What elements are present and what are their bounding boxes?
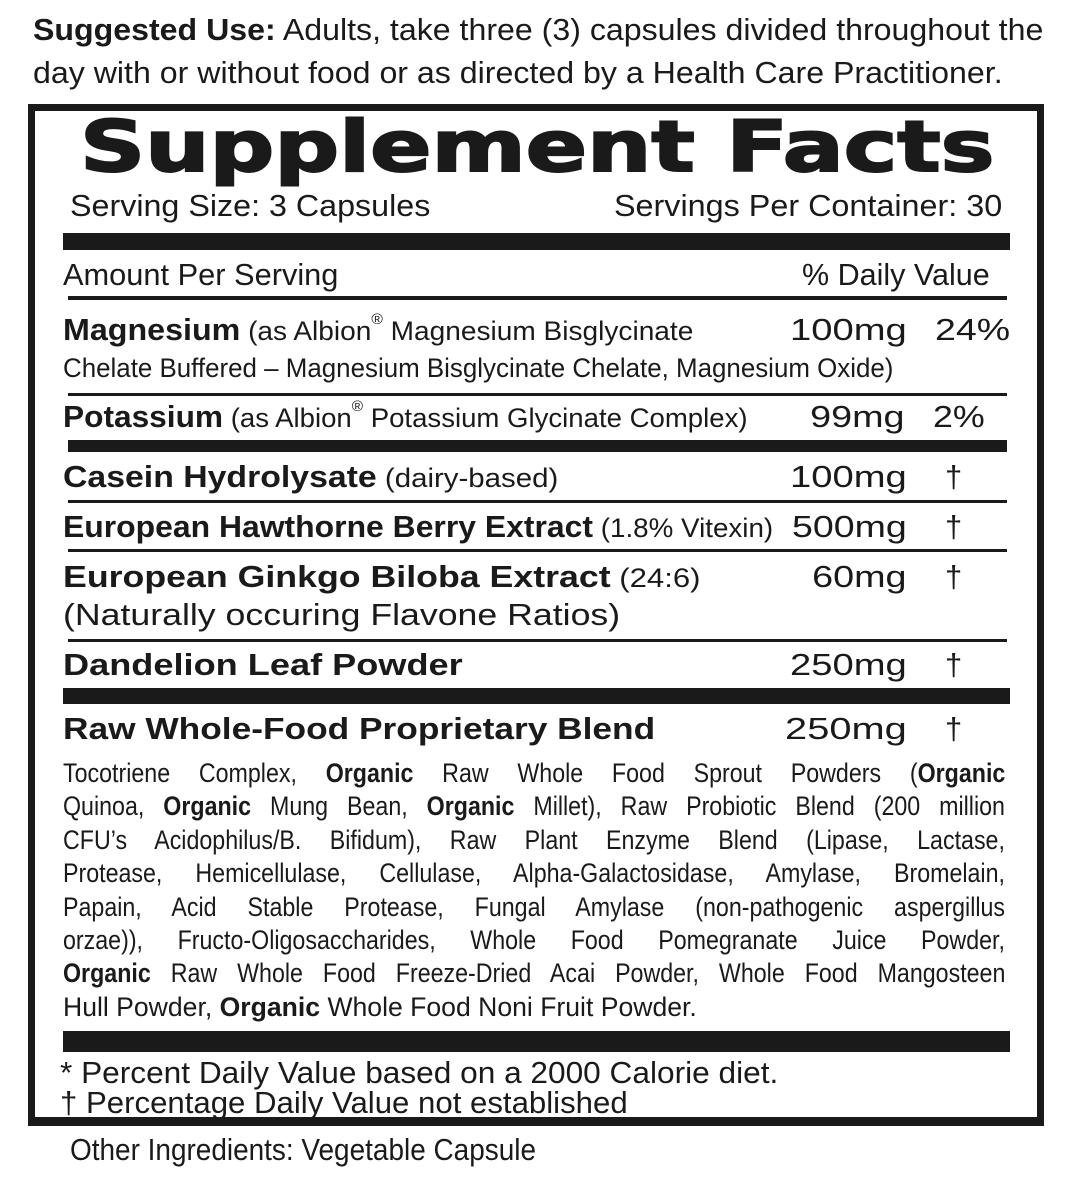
ingredient-desc-line-2: (Naturally occuring Flavone Ratios) <box>63 597 621 632</box>
blend-text: CFU’s Acidophilus/B. Bifidum), Raw Plant… <box>63 824 1005 855</box>
ingredient-desc: (as Albion <box>223 403 352 433</box>
ingredient-casein: Casein Hydrolysate (dairy-based) <box>63 461 558 492</box>
organic-label: Organic <box>426 791 515 822</box>
ingredient-name: Potassium <box>63 399 224 434</box>
dagger-mark: † <box>945 509 963 544</box>
ingredient-name: European Ginkgo Biloba Extract <box>63 559 611 594</box>
amount: 100mg <box>790 312 907 347</box>
thick-divider <box>63 688 1010 704</box>
ingredient-name: European Hawthorne Berry Extract <box>63 509 594 544</box>
amount: 99mg <box>810 399 905 434</box>
divider <box>68 296 1007 300</box>
thick-divider <box>68 440 1007 452</box>
blend-line: orzae)), Fructo-Oligosaccharides, Whole … <box>63 927 1005 954</box>
ingredient-name: Casein Hydrolysate <box>63 459 377 494</box>
blend-text: Millet), Raw Probiotic Blend (200 millio… <box>514 791 1005 822</box>
supplement-facts-panel <box>28 104 1044 1126</box>
dagger-mark: † <box>945 647 963 682</box>
ingredient-potassium: Potassium (as Albion® Potassium Glycinat… <box>63 398 748 434</box>
organic-label: Organic <box>163 791 252 822</box>
blend-text: Hull Powder, <box>63 991 220 1022</box>
ingredient-hawthorne: European Hawthorne Berry Extract (1.8% V… <box>63 511 773 542</box>
footnote-dagger: † Percentage Daily Value not established <box>60 1085 628 1120</box>
organic-label: Organic <box>63 958 151 989</box>
footnote-percent-daily-value: * Percent Daily Value based on a 2000 Ca… <box>60 1055 779 1090</box>
blend-line: Papain, Acid Stable Protease, Fungal Amy… <box>63 891 1006 922</box>
blend-text: Papain, Acid Stable Protease, Fungal Amy… <box>63 891 1006 922</box>
registered-mark: ® <box>371 311 383 328</box>
blend-line: Protease, Hemicellulase, Cellulase, Alph… <box>63 860 1005 887</box>
divider <box>68 500 1007 503</box>
ingredient-name: Magnesium <box>63 312 241 347</box>
blend-text: Whole Food Noni Fruit Powder. <box>320 991 697 1022</box>
blend-text: orzae)), Fructo-Oligosaccharides, Whole … <box>63 925 1005 955</box>
ingredient-desc: (as Albion <box>240 316 372 346</box>
registered-mark: ® <box>351 398 364 415</box>
amount: 500mg <box>792 509 907 544</box>
organic-label: Organic <box>219 991 321 1022</box>
servings-per-container: Servings Per Container: 30 <box>613 188 1002 223</box>
ingredient-desc: (dairy-based) <box>376 463 559 493</box>
thick-divider <box>63 1031 1010 1052</box>
ingredient-name: Dandelion Leaf Powder <box>63 647 463 682</box>
panel-title: Supplement Facts <box>79 106 996 188</box>
blend-line: Organic Raw Whole Food Freeze-Dried Acai… <box>63 960 1005 987</box>
ingredient-desc: (1.8% Vitexin) <box>593 513 774 543</box>
ingredient-ginkgo: European Ginkgo Biloba Extract (24:6) <box>63 561 701 592</box>
daily-value: 24% <box>934 312 1010 347</box>
blend-line: Quinoa, Organic Mung Bean, Organic Mille… <box>63 793 1005 820</box>
organic-label: Organic <box>917 758 1006 788</box>
blend-text: Raw Whole Food Sprout Powders ( <box>413 758 918 788</box>
dagger-mark: † <box>945 459 963 494</box>
blend-line: Hull Powder, Organic Whole Food Noni Fru… <box>63 991 697 1022</box>
ingredient-desc: Potassium Glycinate Complex) <box>363 403 748 433</box>
ingredient-desc: Magnesium Bisglycinate <box>382 316 694 346</box>
suggested-use-text: Adults, take three (3) capsules divided … <box>275 12 1044 47</box>
suggested-use-label: Suggested Use: <box>33 12 276 47</box>
suggested-use-line-2: day with or without food or as directed … <box>33 55 1003 90</box>
amount: 250mg <box>790 647 907 682</box>
dagger-mark: † <box>945 559 963 594</box>
blend-text: Raw Whole Food Freeze-Dried Acai Powder,… <box>150 958 1006 989</box>
blend-text: Tocotriene Complex, <box>63 758 326 788</box>
ingredient-magnesium: Magnesium (as Albion® Magnesium Bisglyci… <box>63 311 694 347</box>
amount: 60mg <box>812 559 907 594</box>
thick-divider <box>63 233 1010 250</box>
serving-size: Serving Size: 3 Capsules <box>70 188 431 223</box>
divider <box>68 393 1007 396</box>
blend-text: Protease, Hemicellulase, Cellulase, Alph… <box>63 858 1005 889</box>
blend-text: Mung Bean, <box>251 791 427 822</box>
ingredient-desc-line-2: Chelate Buffered – Magnesium Bisglycinat… <box>63 353 894 383</box>
blend-line: CFU’s Acidophilus/B. Bifidum), Raw Plant… <box>63 824 1005 855</box>
dagger-mark: † <box>945 711 963 746</box>
blend-line: Tocotriene Complex, Organic Raw Whole Fo… <box>63 760 1005 787</box>
ingredient-name: Raw Whole-Food Proprietary Blend <box>63 711 656 746</box>
organic-label: Organic <box>325 758 414 788</box>
amount: 250mg <box>785 711 907 746</box>
divider <box>68 639 1007 642</box>
amount: 100mg <box>790 459 907 494</box>
daily-value-header: % Daily Value <box>802 257 990 292</box>
ingredient-dandelion: Dandelion Leaf Powder <box>63 649 463 680</box>
blend-text: Quinoa, <box>63 791 164 822</box>
other-ingredients: Other Ingredients: Vegetable Capsule <box>70 1132 537 1167</box>
amount-per-serving-header: Amount Per Serving <box>63 257 339 292</box>
daily-value: 2% <box>933 399 985 434</box>
ingredient-proprietary-blend: Raw Whole-Food Proprietary Blend <box>63 713 655 744</box>
divider <box>68 549 1007 552</box>
suggested-use-line-1: Suggested Use: Adults, take three (3) ca… <box>33 14 1043 45</box>
ingredient-desc: (24:6) <box>610 563 701 593</box>
